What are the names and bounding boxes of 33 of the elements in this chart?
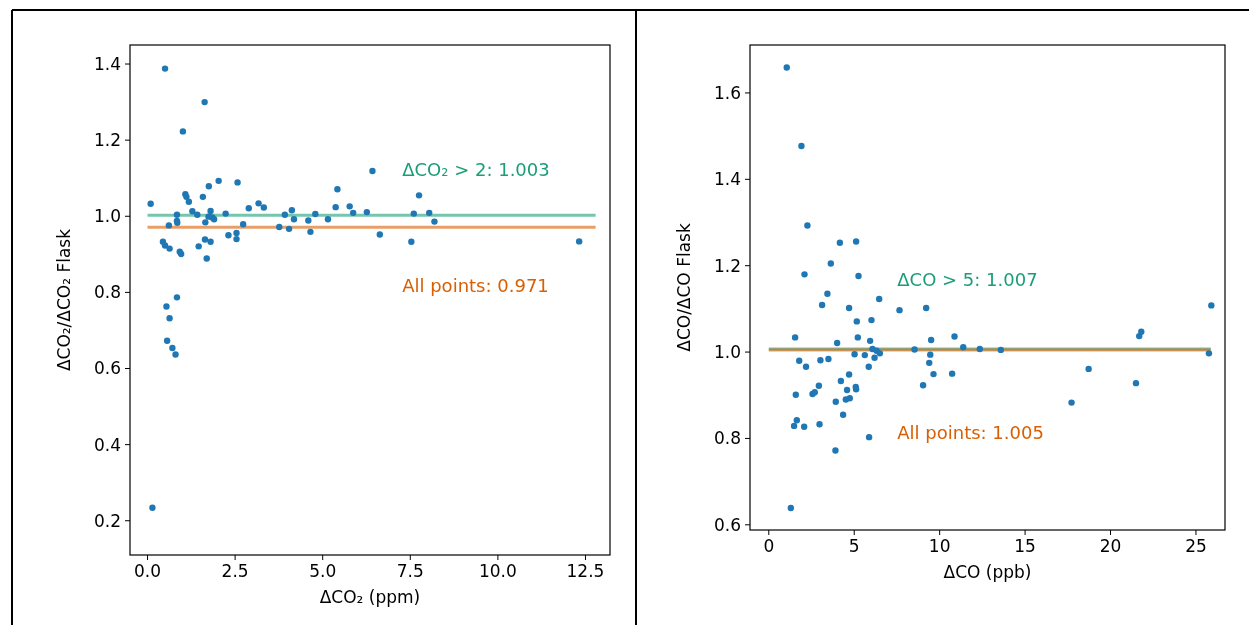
y-tick-label: 0.8 — [93, 282, 121, 303]
x-tick-label: 7.5 — [396, 561, 424, 581]
y-axis-title: ΔCO/ΔCO Flask — [674, 223, 694, 352]
y-tick-label: 1.6 — [713, 82, 741, 103]
x-tick-label: 5 — [848, 536, 860, 556]
y-tick-label: 1.4 — [713, 169, 741, 190]
y-tick-label: 1.0 — [93, 206, 121, 227]
x-tick-label: 10 — [928, 536, 951, 556]
x-axis-title: ΔCO (ppb) — [943, 562, 1032, 582]
x-tick-label: 0.0 — [133, 561, 162, 581]
y-tick-label: 0.6 — [93, 358, 121, 379]
x-axis-title: ΔCO₂ (ppm) — [319, 587, 421, 607]
annotation: All points: 0.971 — [402, 274, 549, 296]
x-tick-label: 12.5 — [566, 561, 605, 581]
x-tick-label: 25 — [1185, 536, 1207, 556]
x-tick-label: 2.5 — [221, 561, 249, 581]
annotation: ΔCO > 5: 1.007 — [897, 269, 1038, 291]
y-axis-title: ΔCO₂/ΔCO₂ Flask — [54, 228, 74, 372]
annotation: ΔCO₂ > 2: 1.003 — [402, 159, 550, 181]
y-tick-label: 0.8 — [713, 428, 741, 449]
x-tick-label: 5.0 — [309, 561, 337, 581]
x-tick-label: 15 — [1014, 536, 1036, 556]
x-tick-label: 20 — [1099, 536, 1122, 556]
y-tick-label: 0.2 — [93, 510, 121, 531]
y-tick-label: 1.2 — [713, 255, 741, 276]
y-tick-label: 0.6 — [713, 514, 741, 535]
y-tick-label: 0.4 — [93, 434, 121, 455]
x-tick-label: 0 — [763, 536, 775, 556]
x-tick-label: 10.0 — [478, 561, 517, 581]
y-tick-label: 1.4 — [93, 53, 121, 74]
annotation: All points: 1.005 — [897, 422, 1044, 444]
y-tick-label: 1.0 — [713, 342, 741, 363]
y-tick-label: 1.2 — [93, 130, 121, 151]
